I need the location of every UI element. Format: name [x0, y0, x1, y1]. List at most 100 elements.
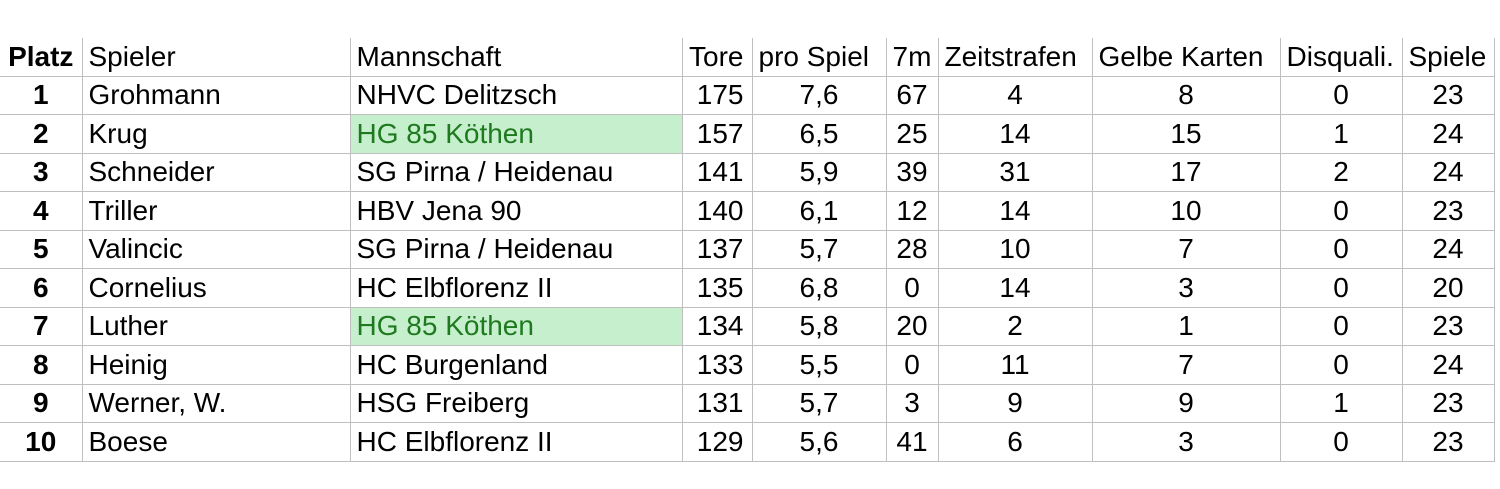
table-row: 1 Grohmann NHVC Delitzsch 175 7,6 67 4 8… [0, 75, 1495, 115]
cell-tore: 157 [681, 114, 753, 154]
header-mannschaft: Mannschaft [349, 38, 683, 77]
cell-spiele: 24 [1401, 229, 1495, 269]
cell-platz: 2 [0, 114, 83, 154]
cell-7m: 39 [885, 152, 939, 192]
cell-zeitstrafen: 14 [937, 268, 1093, 308]
cell-spieler: Valincic [81, 229, 351, 269]
cell-disquali: 0 [1279, 422, 1403, 462]
header-spieler: Spieler [81, 38, 351, 77]
cell-spiele: 24 [1401, 152, 1495, 192]
table-row: 8 Heinig HC Burgenland 133 5,5 0 11 7 0 … [0, 345, 1495, 385]
table-row: 7 Luther HG 85 Köthen 134 5,8 20 2 1 0 2… [0, 306, 1495, 346]
cell-spieler: Heinig [81, 345, 351, 385]
cell-zeitstrafen: 14 [937, 114, 1093, 154]
cell-gelbe-karten: 15 [1091, 114, 1281, 154]
cell-mannschaft: NHVC Delitzsch [349, 75, 683, 115]
cell-mannschaft: HC Elbflorenz II [349, 268, 683, 308]
cell-tore: 141 [681, 152, 753, 192]
cell-disquali: 0 [1279, 75, 1403, 115]
cell-zeitstrafen: 11 [937, 345, 1093, 385]
header-disquali: Disquali. [1279, 38, 1403, 77]
cell-spiele: 24 [1401, 114, 1495, 154]
header-zeitstrafen: Zeitstrafen [937, 38, 1093, 77]
cell-disquali: 0 [1279, 229, 1403, 269]
table-row: 10 Boese HC Elbflorenz II 129 5,6 41 6 3… [0, 422, 1495, 462]
header-pro-spiel: pro Spiel [751, 38, 887, 77]
cell-disquali: 0 [1279, 345, 1403, 385]
cell-disquali: 2 [1279, 152, 1403, 192]
header-tore: Tore [681, 38, 753, 77]
cell-pro-spiel: 5,8 [751, 306, 887, 346]
cell-spieler: Schneider [81, 152, 351, 192]
cell-platz: 9 [0, 383, 83, 423]
cell-tore: 131 [681, 383, 753, 423]
cell-spiele: 20 [1401, 268, 1495, 308]
cell-spieler: Krug [81, 114, 351, 154]
cell-disquali: 0 [1279, 306, 1403, 346]
header-gelbe-karten: Gelbe Karten [1091, 38, 1281, 77]
table-body: 1 Grohmann NHVC Delitzsch 175 7,6 67 4 8… [0, 75, 1495, 462]
cell-platz: 6 [0, 268, 83, 308]
cell-gelbe-karten: 3 [1091, 422, 1281, 462]
cell-7m: 25 [885, 114, 939, 154]
table-row: 4 Triller HBV Jena 90 140 6,1 12 14 10 0… [0, 191, 1495, 231]
cell-gelbe-karten: 17 [1091, 152, 1281, 192]
cell-gelbe-karten: 9 [1091, 383, 1281, 423]
cell-zeitstrafen: 31 [937, 152, 1093, 192]
cell-mannschaft: HC Elbflorenz II [349, 422, 683, 462]
cell-pro-spiel: 6,1 [751, 191, 887, 231]
cell-zeitstrafen: 4 [937, 75, 1093, 115]
table-row: 3 Schneider SG Pirna / Heidenau 141 5,9 … [0, 152, 1495, 192]
cell-tore: 175 [681, 75, 753, 115]
cell-platz: 8 [0, 345, 83, 385]
cell-gelbe-karten: 1 [1091, 306, 1281, 346]
cell-7m: 67 [885, 75, 939, 115]
cell-gelbe-karten: 8 [1091, 75, 1281, 115]
cell-spieler: Werner, W. [81, 383, 351, 423]
table-row: 5 Valincic SG Pirna / Heidenau 137 5,7 2… [0, 229, 1495, 269]
cell-zeitstrafen: 10 [937, 229, 1093, 269]
scorer-table: Platz Spieler Mannschaft Tore pro Spiel … [0, 38, 1495, 462]
cell-mannschaft: HC Burgenland [349, 345, 683, 385]
cell-gelbe-karten: 10 [1091, 191, 1281, 231]
cell-platz: 3 [0, 152, 83, 192]
cell-pro-spiel: 6,5 [751, 114, 887, 154]
cell-mannschaft-highlighted: HG 85 Köthen [349, 114, 683, 154]
cell-spiele: 23 [1401, 383, 1495, 423]
table-row: 9 Werner, W. HSG Freiberg 131 5,7 3 9 9 … [0, 383, 1495, 423]
cell-7m: 3 [885, 383, 939, 423]
cell-spiele: 24 [1401, 345, 1495, 385]
cell-spiele: 23 [1401, 306, 1495, 346]
cell-mannschaft: SG Pirna / Heidenau [349, 229, 683, 269]
cell-spieler: Triller [81, 191, 351, 231]
cell-7m: 12 [885, 191, 939, 231]
cell-spieler: Boese [81, 422, 351, 462]
cell-pro-spiel: 5,9 [751, 152, 887, 192]
cell-pro-spiel: 5,7 [751, 229, 887, 269]
cell-spiele: 23 [1401, 422, 1495, 462]
cell-7m: 0 [885, 268, 939, 308]
cell-pro-spiel: 5,7 [751, 383, 887, 423]
cell-zeitstrafen: 6 [937, 422, 1093, 462]
cell-tore: 137 [681, 229, 753, 269]
cell-tore: 129 [681, 422, 753, 462]
header-7m: 7m [885, 38, 939, 77]
cell-pro-spiel: 7,6 [751, 75, 887, 115]
cell-platz: 1 [0, 75, 83, 115]
cell-pro-spiel: 5,6 [751, 422, 887, 462]
cell-7m: 20 [885, 306, 939, 346]
table-container: Platz Spieler Mannschaft Tore pro Spiel … [0, 38, 1495, 462]
cell-platz: 4 [0, 191, 83, 231]
cell-7m: 41 [885, 422, 939, 462]
cell-zeitstrafen: 9 [937, 383, 1093, 423]
cell-pro-spiel: 6,8 [751, 268, 887, 308]
cell-spiele: 23 [1401, 75, 1495, 115]
cell-mannschaft: HBV Jena 90 [349, 191, 683, 231]
cell-platz: 7 [0, 306, 83, 346]
cell-spiele: 23 [1401, 191, 1495, 231]
cell-platz: 10 [0, 422, 83, 462]
cell-tore: 133 [681, 345, 753, 385]
cell-gelbe-karten: 7 [1091, 229, 1281, 269]
cell-disquali: 0 [1279, 191, 1403, 231]
cell-disquali: 1 [1279, 383, 1403, 423]
